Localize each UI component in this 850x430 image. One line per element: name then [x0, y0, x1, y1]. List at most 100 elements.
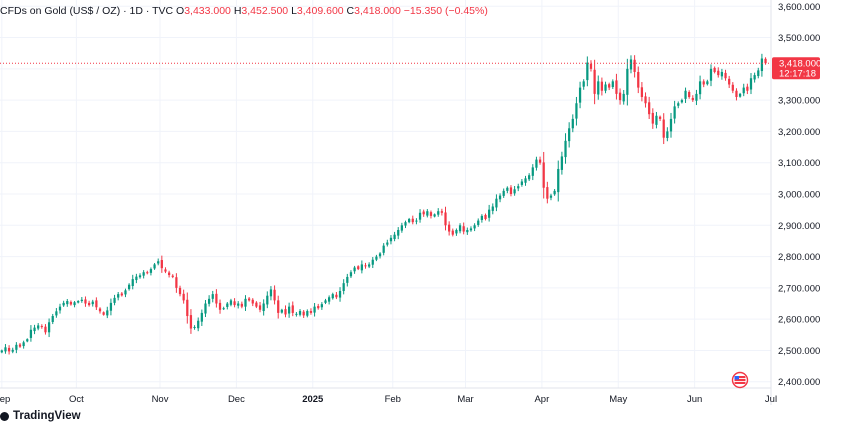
candle-body: [604, 84, 607, 91]
candle-body: [4, 347, 7, 352]
candle-body: [328, 297, 331, 302]
candle-body: [473, 225, 476, 229]
candle-body: [269, 289, 273, 297]
candle-body: [284, 309, 287, 315]
candle-body: [95, 300, 98, 308]
candle-body: [669, 118, 673, 132]
candle-body: [651, 112, 654, 124]
candle-body: [193, 326, 196, 328]
candle-body: [502, 190, 505, 196]
candle-body: [488, 209, 491, 218]
candle-body: [706, 81, 709, 85]
chart-legend: CFDs on Gold (US$ / OZ) · 1D · TVC O3,43…: [0, 5, 488, 17]
candle-body: [135, 276, 138, 281]
candle-body: [622, 93, 625, 102]
candle-body: [506, 187, 509, 191]
candle-body: [575, 103, 578, 119]
candle-body: [458, 225, 462, 232]
candle-body: [51, 316, 54, 322]
candle-body: [589, 63, 593, 69]
close-label: C: [346, 5, 355, 17]
candle-body: [629, 59, 633, 70]
candle-body: [695, 93, 698, 101]
candle-body: [611, 81, 614, 87]
candle-body: [237, 303, 240, 306]
candle-body: [113, 297, 116, 303]
flag-icon[interactable]: [731, 371, 749, 389]
candle-body: [244, 298, 247, 307]
candle-body: [615, 80, 618, 94]
candle-body: [189, 315, 193, 329]
candle-body: [66, 301, 69, 305]
candle-body: [448, 224, 451, 232]
candle-body: [324, 300, 327, 303]
candle-body: [491, 206, 494, 211]
candle-body: [338, 291, 342, 298]
candle-body: [262, 303, 265, 312]
candle-body: [273, 289, 276, 301]
close-value: 3,418.000: [354, 5, 401, 17]
candle-body: [277, 300, 280, 313]
candle-body: [186, 299, 189, 317]
y-tick-label: 2,600.000: [778, 315, 820, 326]
candle-body: [146, 272, 149, 274]
time-axis[interactable]: Sep Oct Nov Dec 2025 Feb Mar Apr May Jun Jul: [0, 394, 777, 405]
grid: [0, 0, 772, 388]
candle-body: [393, 234, 396, 240]
candle-body: [546, 187, 549, 199]
candle-body: [357, 266, 360, 270]
candle-body: [517, 186, 520, 189]
x-tick-label: 2025: [302, 394, 324, 405]
high-value: 3,452.500: [241, 5, 289, 17]
candle-body: [655, 115, 658, 125]
candle-body: [538, 159, 542, 163]
y-tick-label: 3,200.000: [778, 127, 820, 138]
candle-body: [98, 308, 102, 312]
y-tick-label: 2,700.000: [778, 283, 820, 294]
candle-body: [480, 215, 484, 220]
candle-body: [455, 229, 458, 234]
high-label: H: [233, 5, 242, 17]
x-tick-label: Nov: [152, 394, 169, 405]
candle-body: [182, 293, 185, 301]
candle-body: [287, 306, 291, 314]
candle-body: [451, 230, 454, 235]
candle-body: [240, 303, 243, 307]
candle-body: [138, 275, 142, 278]
candle-body: [215, 293, 218, 304]
price-tag-countdown: 12:17:18: [779, 69, 816, 80]
price-tag[interactable]: [772, 57, 820, 80]
candle-body: [22, 342, 25, 347]
candle-body: [709, 68, 713, 81]
candle-body: [600, 81, 604, 91]
candle-body: [171, 275, 174, 277]
candle-body: [597, 81, 600, 95]
candle-body: [200, 312, 203, 322]
candle-body: [313, 306, 316, 313]
x-tick-label: Feb: [385, 394, 401, 405]
y-tick-label: 2,500.000: [778, 346, 820, 357]
symbol-title[interactable]: CFDs on Gold (US$ / OZ) · 1D · TVC: [0, 5, 174, 17]
candle-body: [58, 306, 62, 311]
candle-body: [378, 253, 382, 257]
candle-body: [69, 301, 73, 305]
candle-body: [102, 312, 105, 315]
y-tick-label: 3,300.000: [778, 96, 820, 107]
y-tick-label: 2,800.000: [778, 252, 820, 263]
candle-body: [426, 211, 429, 216]
candle-body: [746, 86, 749, 91]
candle-body: [349, 272, 353, 277]
candle-body: [157, 261, 160, 264]
candle-body: [549, 195, 553, 198]
candle-body: [266, 295, 269, 305]
price-tag-value: 3,418.000: [779, 59, 821, 70]
candle-body: [640, 87, 644, 97]
candle-body: [80, 299, 83, 302]
candle-body: [440, 211, 443, 213]
tradingview-logo[interactable]: TradingView: [0, 410, 81, 422]
candle-body: [280, 309, 283, 313]
candle-body: [680, 100, 684, 103]
